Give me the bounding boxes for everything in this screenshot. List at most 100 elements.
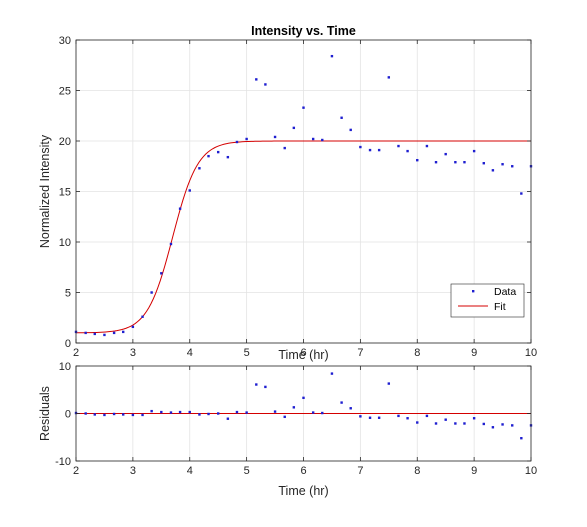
data-point — [122, 330, 125, 334]
data-point — [501, 163, 504, 166]
data-point — [434, 422, 438, 425]
data-point — [188, 189, 191, 192]
data-point — [434, 161, 438, 164]
x-tick-label: 3 — [130, 465, 136, 477]
x-tick-label: 3 — [130, 347, 136, 359]
y-tick-label: -10 — [55, 456, 71, 468]
data-point — [160, 410, 163, 414]
data-point — [207, 154, 210, 158]
data-point — [340, 401, 343, 404]
x-tick-label: 4 — [187, 347, 193, 359]
data-point — [198, 413, 201, 416]
x-tick-label: 7 — [357, 347, 363, 359]
data-point — [169, 242, 173, 246]
y-tick-label: 25 — [59, 86, 71, 98]
data-point — [245, 137, 248, 141]
data-point — [311, 411, 315, 414]
data-point — [235, 410, 239, 414]
y-axis-label: Normalized Intensity — [38, 134, 52, 248]
legend-label-data: Data — [494, 286, 516, 298]
y-axis-label: Residuals — [38, 386, 52, 441]
data-point — [330, 372, 334, 375]
fit-curve — [75, 140, 531, 334]
data-point — [311, 137, 315, 141]
y-tick-label: 10 — [59, 361, 71, 373]
data-point — [444, 418, 447, 421]
data-point — [178, 410, 182, 414]
data-point — [264, 83, 267, 86]
data-point — [377, 148, 381, 152]
x-tick-label: 6 — [300, 347, 306, 359]
data-point — [387, 76, 391, 79]
data-point — [368, 416, 372, 419]
data-point — [416, 421, 419, 424]
data-point — [444, 152, 447, 156]
data-point — [292, 126, 296, 130]
data-point — [387, 382, 391, 385]
x-tick-label: 10 — [525, 347, 537, 359]
data-point — [302, 106, 305, 109]
data-point — [463, 161, 466, 164]
legend: Data Fit — [450, 283, 525, 318]
data-point — [150, 291, 153, 294]
data-point — [377, 416, 381, 419]
data-point — [273, 410, 277, 413]
tick-layer: 2 3 4 5 6 7 8 9 10 -10 0 10 — [55, 361, 537, 477]
data-point — [245, 411, 248, 414]
x-tick-label: 8 — [414, 347, 420, 359]
data-point — [397, 144, 400, 148]
intensity-plot: 2 3 4 5 6 7 8 9 10 0 5 10 15 20 25 30 Intensity vs. Tim… — [38, 24, 537, 362]
data-point — [359, 415, 362, 418]
x-tick-label: 6 — [300, 465, 306, 477]
data-point — [226, 155, 230, 159]
x-axis-label: Time (hr) — [278, 484, 328, 498]
data-point — [482, 162, 485, 165]
data-point — [491, 426, 495, 429]
data-point — [520, 192, 523, 195]
data-point — [520, 437, 523, 440]
data-point — [472, 417, 476, 420]
data-point — [198, 167, 201, 170]
data-point — [349, 407, 352, 410]
data-point — [226, 417, 230, 420]
data-point — [255, 78, 258, 81]
data-point — [321, 411, 324, 415]
x-tick-label: 4 — [187, 465, 193, 477]
legend-label-fit: Fit — [494, 301, 506, 313]
y-tick-label: 0 — [65, 409, 71, 421]
data-point — [397, 414, 400, 418]
data-point — [216, 150, 220, 154]
data-point — [112, 412, 116, 416]
data-point — [454, 422, 457, 425]
data-point — [302, 396, 305, 400]
x-tick-label: 10 — [525, 465, 537, 477]
data-point — [141, 413, 144, 417]
data-point — [330, 54, 334, 58]
data-point — [482, 422, 485, 426]
data-point — [112, 331, 116, 335]
series-layer — [74, 54, 533, 337]
data-point — [340, 116, 343, 119]
x-axis-label: Time (hr) — [278, 348, 328, 362]
data-point — [321, 138, 324, 142]
data-point — [472, 149, 476, 153]
data-point — [349, 128, 352, 132]
data-point — [359, 145, 362, 149]
data-point — [103, 413, 106, 417]
data-point — [501, 423, 504, 426]
y-tick-label: 10 — [59, 237, 71, 249]
x-tick-label: 9 — [471, 465, 477, 477]
data-point — [122, 413, 125, 416]
data-point — [425, 144, 429, 148]
x-tick-label: 9 — [471, 347, 477, 359]
x-tick-label: 5 — [244, 347, 250, 359]
y-tick-label: 20 — [59, 136, 71, 148]
data-point — [255, 383, 258, 386]
data-point — [178, 207, 182, 210]
data-point — [207, 412, 210, 416]
y-tick-label: 15 — [59, 187, 71, 199]
x-tick-label: 5 — [244, 465, 250, 477]
data-point — [141, 315, 144, 318]
data-point — [93, 413, 96, 416]
